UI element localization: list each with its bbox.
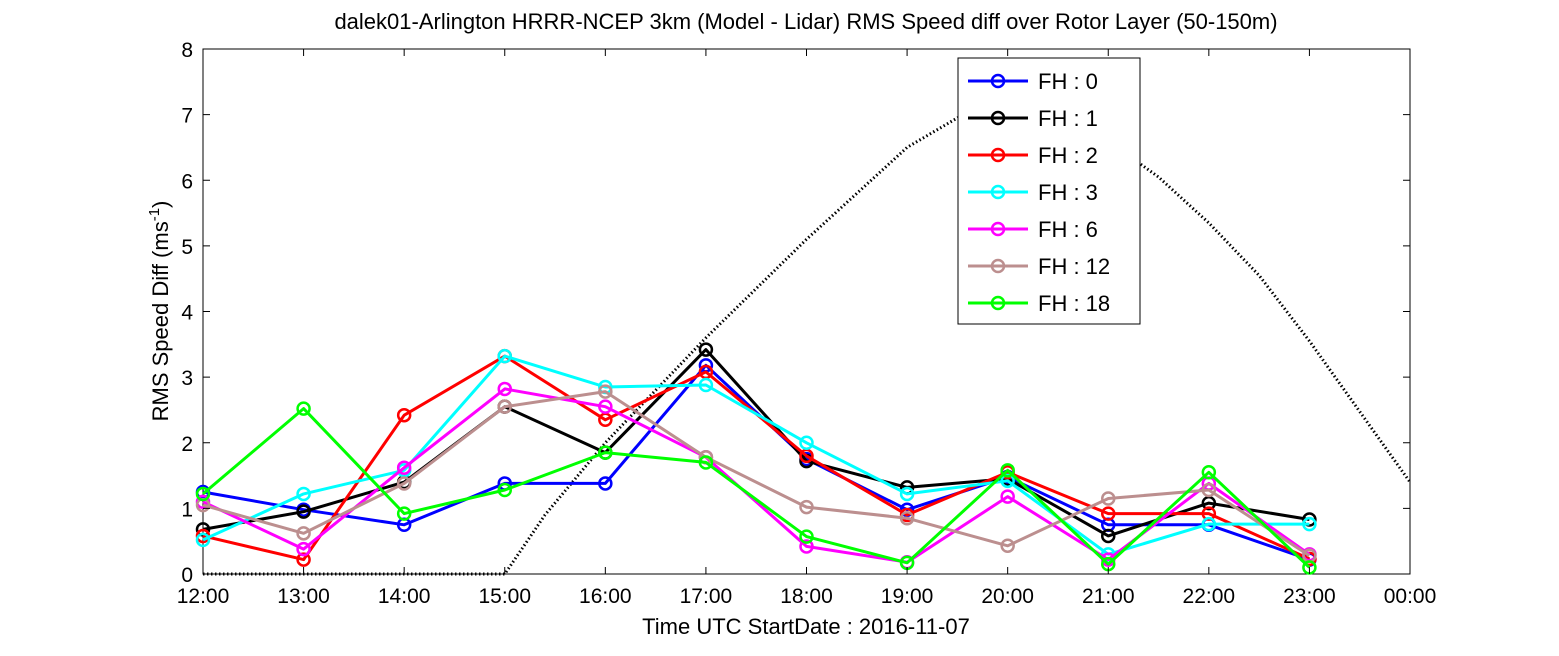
x-tick-label: 18:00 xyxy=(780,585,833,608)
legend-entry-label: FH : 1 xyxy=(1038,106,1098,131)
legend-swatch-marker xyxy=(990,221,1006,237)
series-point xyxy=(899,510,915,526)
series-point xyxy=(195,486,211,502)
x-tick-label: 00:00 xyxy=(1384,585,1437,608)
series-point xyxy=(1101,506,1116,521)
x-axis-label: Time UTC StartDate : 2016-11-07 xyxy=(642,614,970,639)
series-point xyxy=(497,482,512,498)
series-point xyxy=(698,377,714,393)
series-point xyxy=(598,476,613,491)
series-point xyxy=(899,486,915,502)
series-point xyxy=(497,399,512,414)
series-layer xyxy=(195,342,1317,575)
series-point xyxy=(799,499,814,515)
series-point xyxy=(296,526,311,541)
series-point xyxy=(598,445,613,460)
x-tick-label: 15:00 xyxy=(478,585,531,608)
legend-entry-label: FH : 6 xyxy=(1038,217,1098,242)
series-point xyxy=(1201,506,1217,521)
legend-swatch-marker xyxy=(990,147,1006,163)
y-tick-label: 8 xyxy=(181,39,193,62)
series-point xyxy=(195,532,211,548)
series-group xyxy=(195,401,1317,575)
y-tick-label: 5 xyxy=(181,236,193,259)
series-point xyxy=(799,435,814,450)
series-point xyxy=(1101,491,1116,506)
series-point xyxy=(296,486,311,502)
x-tick-label: 21:00 xyxy=(1082,585,1135,608)
x-tick-label: 12:00 xyxy=(177,585,230,608)
series-point xyxy=(1302,516,1317,532)
series-point xyxy=(1201,465,1217,480)
legend-entry-label: FH : 2 xyxy=(1038,143,1098,168)
series-line xyxy=(202,348,1310,538)
legend-swatch-marker xyxy=(990,295,1006,311)
series-point xyxy=(396,506,412,521)
x-tick-label: 19:00 xyxy=(881,585,934,608)
series-point xyxy=(396,460,412,475)
y-axis-label-close: ) xyxy=(148,201,173,208)
series-point xyxy=(1000,463,1015,478)
y-tick-label: 0 xyxy=(181,564,193,587)
series-point xyxy=(1302,512,1317,527)
series-group xyxy=(195,384,1317,563)
series-point xyxy=(598,399,613,414)
chart-title: dalek01-Arlington HRRR-NCEP 3km (Model -… xyxy=(334,9,1277,34)
y-axis-label-main: RMS Speed Diff (ms xyxy=(148,221,173,421)
y-axis-label-superscript: -1 xyxy=(146,208,163,221)
series-point xyxy=(698,455,714,470)
series-point xyxy=(1000,538,1015,554)
legend-swatch-marker xyxy=(990,258,1006,274)
y-tick-label: 4 xyxy=(181,302,193,325)
series-point xyxy=(296,504,311,519)
series-point xyxy=(1101,528,1116,544)
y-axis-label: RMS Speed Diff (ms-1) xyxy=(146,201,173,422)
series-line xyxy=(202,390,1311,557)
x-tick-label: 17:00 xyxy=(680,585,733,608)
y-tick-label: 6 xyxy=(181,170,193,193)
series-line xyxy=(202,407,1311,569)
series-point xyxy=(698,342,714,357)
series-point xyxy=(1201,516,1217,532)
x-tick-label: 16:00 xyxy=(579,585,632,608)
legend-swatch-marker xyxy=(990,110,1006,126)
series-point xyxy=(296,552,311,567)
series-point xyxy=(1000,489,1015,504)
series-point xyxy=(396,476,412,491)
series-point xyxy=(497,381,512,397)
series-point xyxy=(296,401,311,416)
y-tick-label: 7 xyxy=(181,105,193,128)
series-point xyxy=(1201,482,1217,498)
y-tick-label: 2 xyxy=(181,433,193,456)
series-point xyxy=(396,407,412,423)
series-point xyxy=(497,348,512,364)
series-point xyxy=(598,384,613,399)
series-point xyxy=(1000,473,1015,489)
x-tick-label: 20:00 xyxy=(981,585,1034,608)
legend-swatch-marker xyxy=(990,73,1006,89)
plot-area xyxy=(202,48,1411,575)
series-point xyxy=(799,529,814,544)
legend: FH : 0 FH : 1 FH : 2 FH : 3 FH : 6 FH : 12 FH … xyxy=(957,57,1141,325)
legend-entry-label: FH : 3 xyxy=(1038,180,1098,205)
x-tick-label: 23:00 xyxy=(1283,585,1336,608)
legend-entry-label: FH : 18 xyxy=(1038,291,1110,316)
y-tick-label: 3 xyxy=(181,367,193,390)
series-point xyxy=(296,541,311,557)
x-tick-label: 22:00 xyxy=(1183,585,1236,608)
x-tick-label: 13:00 xyxy=(277,585,330,608)
tick-layer: 12:00 13:00 14:00 15:00 16:00 17:00 18:00 19:00… xyxy=(177,39,1437,608)
legend-entry-label: FH : 12 xyxy=(1038,254,1110,279)
x-tick-label: 14:00 xyxy=(378,585,431,608)
y-tick-label: 1 xyxy=(181,498,193,521)
series-point xyxy=(799,539,814,554)
series-point xyxy=(195,522,211,537)
legend-entry-label: FH : 0 xyxy=(1038,69,1098,94)
legend-swatch-marker xyxy=(990,184,1006,200)
